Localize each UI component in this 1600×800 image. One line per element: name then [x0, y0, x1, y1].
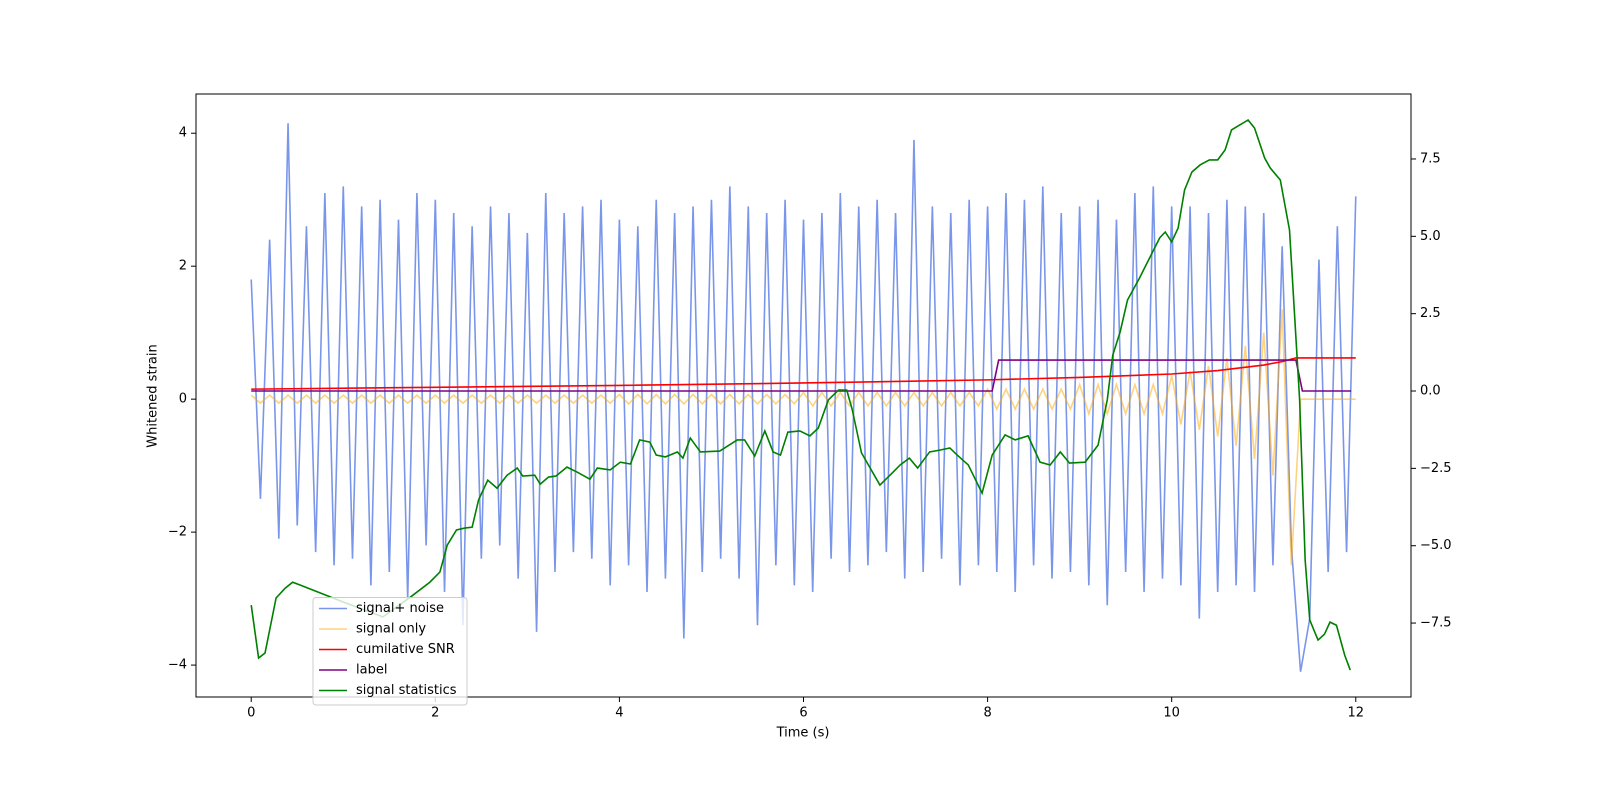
y2-tick-label: 5.0: [1420, 229, 1441, 244]
x-tick-label: 4: [615, 706, 623, 721]
legend-label: signal only: [356, 622, 426, 637]
y2-tick-label: 2.5: [1420, 306, 1441, 321]
y-axis-label: Whitened strain: [146, 344, 161, 447]
legend-label: label: [356, 663, 387, 678]
y2-tick-label: −5.0: [1420, 538, 1452, 553]
x-tick-label: 6: [799, 706, 807, 721]
y-tick-label: 4: [179, 126, 187, 141]
x-tick-label: 10: [1163, 706, 1180, 721]
legend-box: [312, 597, 468, 706]
legend-label: cumilative SNR: [356, 642, 455, 657]
y2-tick-label: −7.5: [1420, 616, 1452, 631]
series-line: [250, 123, 1357, 672]
legend: signal+ noise signal only cumilative SNR la…: [312, 597, 468, 706]
series-line: [251, 359, 1352, 392]
series-line: [250, 309, 1356, 566]
y2-tick-label: 0.0: [1420, 384, 1441, 399]
x-tick-label: 2: [431, 706, 439, 721]
x-tick-label: 12: [1347, 706, 1364, 721]
y-tick-label: −2: [168, 525, 187, 540]
series-line: [250, 118, 1351, 671]
legend-label: signal+ noise: [356, 601, 444, 616]
y-tick-label: −4: [168, 658, 187, 673]
series-line: [251, 357, 1356, 390]
legend-label: signal statistics: [356, 683, 457, 698]
y-tick-label: 0: [179, 392, 187, 407]
x-tick-label: 8: [983, 706, 991, 721]
y2-tick-label: −2.5: [1420, 461, 1452, 476]
x-axis-label: Time (s): [776, 726, 830, 741]
x-tick-label: 0: [247, 706, 255, 721]
y2-tick-label: 7.5: [1420, 151, 1441, 166]
y-tick-label: 2: [179, 259, 187, 274]
